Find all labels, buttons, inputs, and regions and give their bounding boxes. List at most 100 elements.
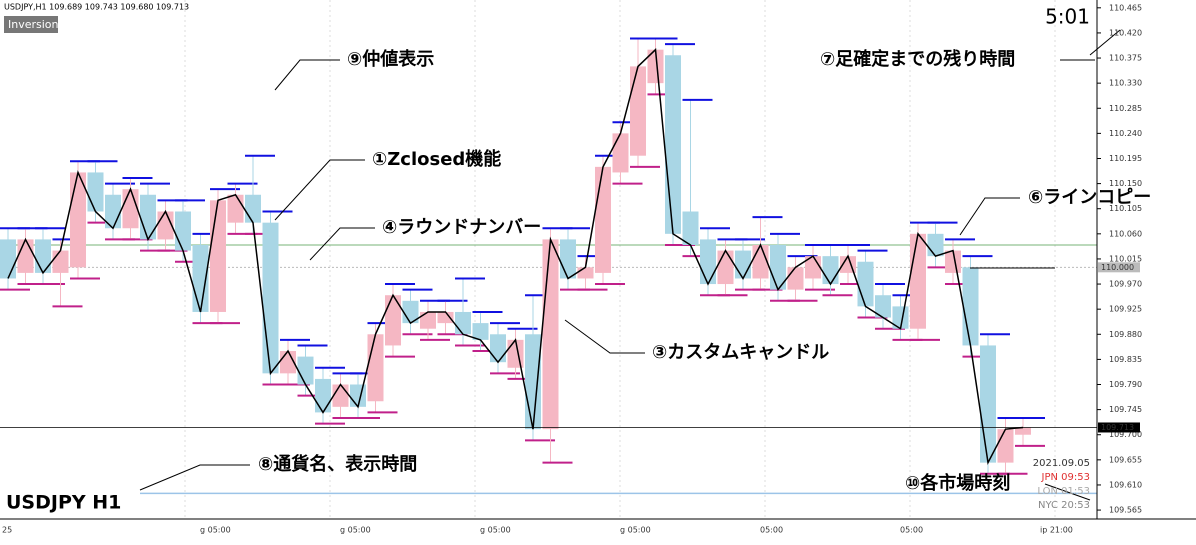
candle-body — [717, 250, 734, 285]
clock-jpn: JPN 09:53 — [1041, 472, 1090, 483]
annotation: ⑥ラインコピー — [1028, 187, 1151, 208]
candle-body — [945, 250, 961, 273]
leader — [1044, 483, 1091, 501]
candle-body — [140, 194, 156, 240]
inversion-button[interactable] — [4, 16, 58, 33]
annotation: ⑩各市場時刻 — [905, 472, 1010, 494]
candle-body — [420, 311, 436, 329]
candle-body — [735, 250, 751, 279]
clock-nyc: NYC 20:53 — [1038, 500, 1090, 511]
y-tick-label: 109.790 — [1109, 380, 1142, 389]
y-tick-label: 109.745 — [1109, 405, 1142, 414]
candle-body — [455, 311, 471, 335]
plot — [0, 37, 1097, 495]
candle-body — [332, 384, 349, 407]
annotation: ⑨仲値表示 — [347, 48, 434, 70]
time-label: g 05:00 — [200, 526, 231, 535]
inversion-label[interactable]: Inversion — [8, 18, 59, 31]
candle-body — [297, 356, 314, 385]
time-label: g 05:00 — [480, 526, 511, 535]
y-tick-label: 110.060 — [1109, 229, 1142, 238]
clock-date: 2021.09.05 — [1033, 458, 1090, 469]
candle-body — [595, 166, 611, 273]
candle-body — [525, 334, 541, 430]
annotation: ③カスタムキャンドル — [652, 342, 829, 363]
candle-body — [875, 295, 891, 318]
leader — [139, 464, 250, 491]
candle-body — [35, 239, 51, 273]
candle-body — [262, 222, 279, 374]
candle-body — [227, 194, 244, 223]
candle-body — [910, 233, 926, 329]
candle-body — [630, 66, 646, 156]
leaders — [139, 29, 1121, 501]
leader — [1089, 29, 1121, 56]
candle-body — [892, 306, 909, 329]
candle-body — [175, 211, 191, 251]
leader — [564, 319, 645, 354]
candle-body — [665, 55, 681, 234]
annotation: ①Zclosed機能 — [372, 148, 501, 170]
price-label: 109.713 — [1101, 423, 1134, 432]
candle-body — [1015, 427, 1031, 435]
candle-body — [752, 244, 769, 279]
candle-body — [472, 323, 489, 340]
candle-body — [315, 378, 331, 413]
time-label: g 05:00 — [620, 526, 651, 535]
clock-lon: LON 01:53 — [1037, 486, 1090, 497]
y-tick-label: 110.015 — [1109, 254, 1142, 263]
y-tick-label: 109.655 — [1109, 455, 1142, 464]
candle-body — [700, 239, 716, 285]
y-tick-label: 109.925 — [1109, 305, 1142, 314]
candle-body — [350, 384, 366, 407]
candle-body — [647, 49, 664, 84]
separators — [184, 0, 1056, 519]
annotation: ⑦足確定までの残り時間 — [820, 48, 1015, 70]
leader — [959, 197, 1020, 236]
y-tick-label: 110.375 — [1109, 54, 1142, 63]
candle-body — [385, 295, 401, 346]
y-tick-label: 110.150 — [1109, 179, 1142, 188]
candle-body — [577, 267, 594, 279]
candle-body — [507, 339, 524, 368]
y-tick-label: 110.330 — [1109, 79, 1142, 88]
y-tick-label: 110.420 — [1109, 28, 1142, 37]
price-box — [1098, 422, 1140, 433]
y-tick-label: 110.465 — [1109, 3, 1142, 12]
candle-body — [367, 334, 384, 402]
candle-body — [490, 334, 506, 363]
candle-body — [70, 172, 86, 268]
symbol-info: USDJPY,H1 109.689 109.743 109.680 109.71… — [4, 3, 189, 12]
candle-body — [0, 239, 16, 279]
time-label: 05:00 — [900, 526, 923, 535]
leader — [274, 59, 340, 91]
candle-body — [980, 345, 996, 463]
y-tick-label: 109.970 — [1109, 280, 1142, 289]
countdown: 5:01 — [1045, 5, 1090, 29]
y-tick-label: 109.610 — [1109, 480, 1142, 489]
y-tick-label: 109.880 — [1109, 330, 1142, 339]
candle-body — [437, 311, 454, 324]
y-tick-label: 109.835 — [1109, 355, 1142, 364]
candle-body — [542, 239, 559, 430]
candle-body — [682, 211, 699, 245]
y-tick-label: 109.565 — [1109, 506, 1142, 515]
y-tick-label: 110.285 — [1109, 104, 1142, 113]
candle-body — [927, 233, 944, 257]
time-label: g 05:00 — [340, 526, 371, 535]
candle-body — [210, 200, 226, 312]
round-number-label: 110.000 — [1101, 263, 1134, 272]
candle-body — [787, 267, 804, 290]
y-tick-label: 110.195 — [1109, 154, 1142, 163]
candle-body — [612, 133, 629, 173]
annotation: ⑧通貨名、表示時間 — [258, 453, 417, 475]
candle-body — [122, 189, 139, 229]
candle-body — [17, 239, 34, 273]
candle-body — [962, 267, 979, 346]
zigzag — [7, 48, 1024, 466]
candle-body — [87, 172, 104, 212]
leader — [274, 159, 365, 221]
time-label: 05:00 — [760, 526, 783, 535]
round-number-box — [1098, 262, 1140, 273]
